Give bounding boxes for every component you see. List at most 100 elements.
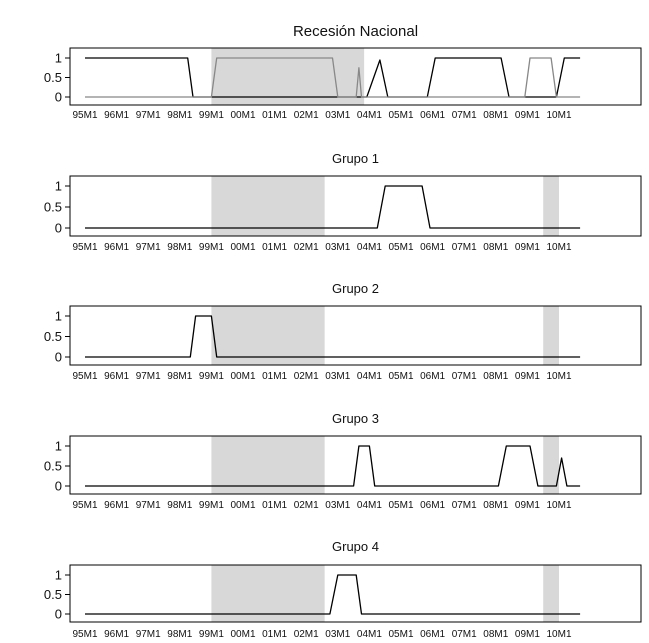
x-tick-label: 95M1 [72, 500, 97, 511]
y-tick-label: 0.5 [44, 70, 62, 85]
x-tick-label: 06M1 [420, 500, 445, 511]
x-tick-label: 98M1 [167, 242, 192, 253]
series-line-2 [85, 57, 581, 98]
x-tick-label: 05M1 [388, 371, 413, 382]
x-tick-label: 03M1 [325, 629, 350, 640]
x-tick-label: 08M1 [483, 242, 508, 253]
shaded-period-2 [543, 436, 559, 494]
y-tick-label: 0 [55, 90, 62, 105]
x-tick-label: 03M1 [325, 110, 350, 121]
x-tick-label: 01M1 [262, 242, 287, 253]
x-tick-label: 02M1 [294, 371, 319, 382]
x-tick-label: 09M1 [515, 629, 540, 640]
x-tick-label: 08M1 [483, 371, 508, 382]
x-tick-label: 00M1 [230, 500, 255, 511]
x-tick-label: 06M1 [420, 629, 445, 640]
x-tick-label: 98M1 [167, 500, 192, 511]
shaded-period-2 [543, 306, 559, 365]
x-tick-label: 10M1 [546, 500, 571, 511]
x-tick-label: 97M1 [136, 500, 161, 511]
y-tick-label: 0 [55, 221, 62, 236]
x-tick-label: 00M1 [230, 242, 255, 253]
chart-title: Grupo 4 [332, 539, 379, 554]
x-tick-label: 98M1 [167, 110, 192, 121]
y-tick-label: 1 [55, 51, 62, 66]
x-tick-label: 10M1 [546, 629, 571, 640]
plot-frame [69, 435, 642, 495]
x-tick-label: 01M1 [262, 629, 287, 640]
x-tick-label: 95M1 [72, 371, 97, 382]
x-tick-label: 95M1 [72, 242, 97, 253]
x-tick-label: 04M1 [357, 110, 382, 121]
y-tick-label: 1 [55, 568, 62, 583]
x-tick-label: 00M1 [230, 629, 255, 640]
series-line-1 [85, 445, 581, 487]
x-tick-label: 05M1 [388, 110, 413, 121]
y-tick-label: 0 [55, 479, 62, 494]
x-tick-label: 03M1 [325, 242, 350, 253]
y-tick-label: 0 [55, 607, 62, 622]
x-tick-label: 03M1 [325, 500, 350, 511]
y-tick-label: 1 [55, 179, 62, 194]
x-tick-label: 02M1 [294, 110, 319, 121]
x-tick-label: 99M1 [199, 110, 224, 121]
x-tick-label: 05M1 [388, 242, 413, 253]
chart-title: Grupo 1 [332, 151, 379, 166]
x-tick-label: 96M1 [104, 110, 129, 121]
chart-title: Grupo 2 [332, 281, 379, 296]
plot-frame [69, 305, 642, 366]
x-tick-label: 07M1 [452, 500, 477, 511]
x-tick-label: 98M1 [167, 371, 192, 382]
x-tick-label: 08M1 [483, 110, 508, 121]
x-tick-label: 97M1 [136, 242, 161, 253]
x-tick-label: 06M1 [420, 242, 445, 253]
y-tick-label: 0.5 [44, 587, 62, 602]
series-line-1 [85, 315, 581, 358]
x-tick-label: 09M1 [515, 110, 540, 121]
x-tick-label: 96M1 [104, 371, 129, 382]
x-tick-label: 95M1 [72, 110, 97, 121]
x-tick-label: 06M1 [420, 110, 445, 121]
shaded-period-2 [543, 565, 559, 622]
chart-title: Recesión Nacional [293, 23, 418, 40]
x-tick-label: 01M1 [262, 371, 287, 382]
shaded-period-1 [211, 436, 325, 494]
x-tick-label: 02M1 [294, 242, 319, 253]
x-tick-label: 96M1 [104, 629, 129, 640]
x-tick-label: 97M1 [136, 371, 161, 382]
x-tick-label: 10M1 [546, 242, 571, 253]
x-tick-label: 09M1 [515, 242, 540, 253]
x-tick-label: 04M1 [357, 242, 382, 253]
x-tick-label: 03M1 [325, 371, 350, 382]
x-tick-label: 09M1 [515, 371, 540, 382]
x-tick-label: 97M1 [136, 629, 161, 640]
x-tick-label: 99M1 [199, 629, 224, 640]
shaded-period-1 [211, 176, 325, 236]
x-tick-label: 00M1 [230, 110, 255, 121]
y-tick-label: 1 [55, 439, 62, 454]
series-line-1 [85, 574, 581, 615]
x-tick-label: 00M1 [230, 371, 255, 382]
x-tick-label: 04M1 [357, 371, 382, 382]
shaded-period-1 [211, 306, 325, 365]
plot-frame [69, 564, 642, 623]
x-tick-label: 09M1 [515, 500, 540, 511]
x-tick-label: 99M1 [199, 500, 224, 511]
plot-frame [69, 47, 642, 106]
x-tick-label: 99M1 [199, 242, 224, 253]
x-tick-label: 05M1 [388, 629, 413, 640]
series-line-1 [85, 185, 581, 229]
x-tick-label: 10M1 [546, 110, 571, 121]
x-tick-label: 95M1 [72, 629, 97, 640]
x-tick-label: 06M1 [420, 371, 445, 382]
x-tick-label: 02M1 [294, 500, 319, 511]
x-tick-label: 97M1 [136, 110, 161, 121]
x-tick-label: 07M1 [452, 242, 477, 253]
plot-frame [69, 175, 642, 237]
y-tick-label: 0.5 [44, 329, 62, 344]
shaded-period-1 [211, 565, 325, 622]
x-tick-label: 02M1 [294, 629, 319, 640]
y-tick-label: 0 [55, 350, 62, 365]
x-tick-label: 07M1 [452, 371, 477, 382]
